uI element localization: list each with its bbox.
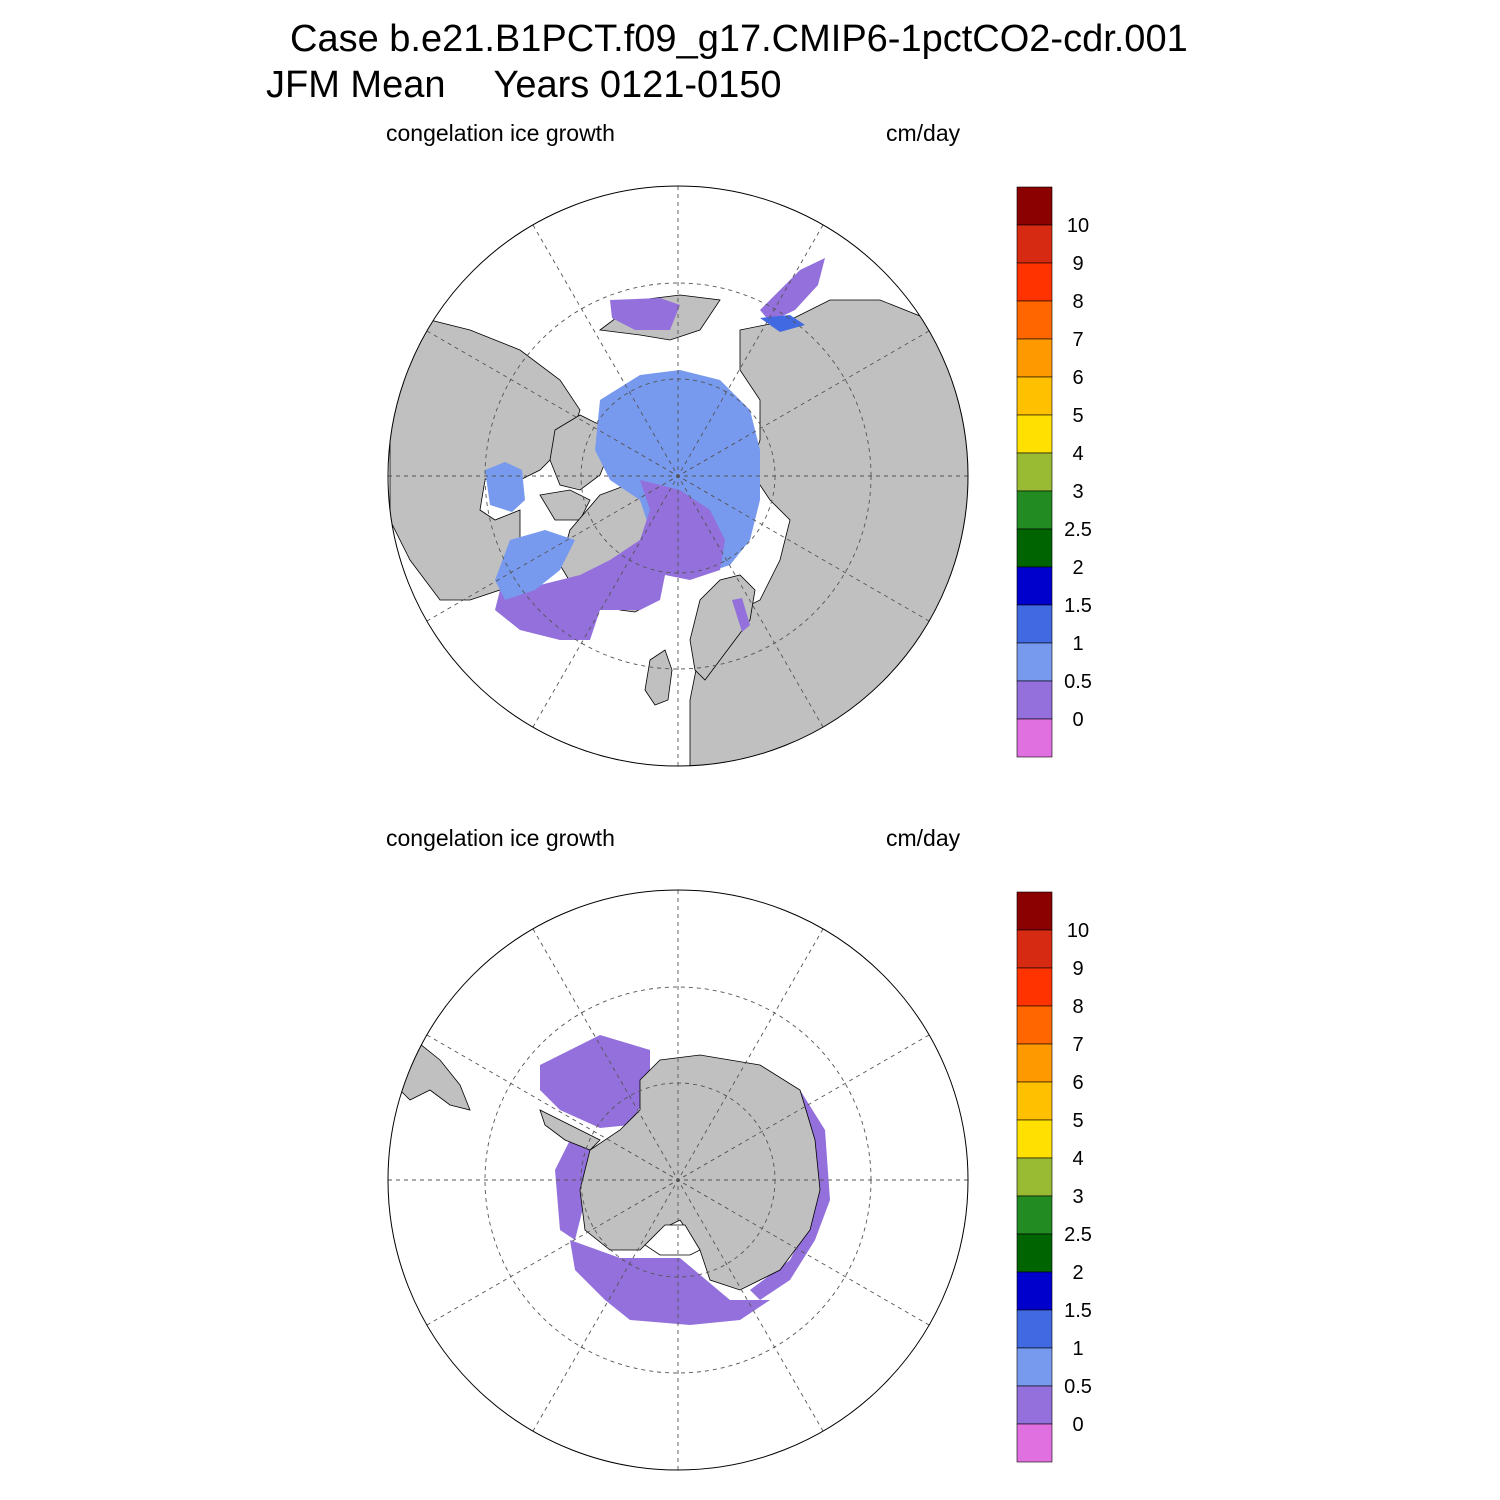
north-colorbar-box: [1016, 414, 1053, 454]
north-colorbar-tick-label: 1.5: [1064, 595, 1092, 617]
north-atlantic-marginal-ice: [495, 480, 725, 640]
north-graticule: [388, 186, 968, 766]
north-colorbar-box: [1016, 566, 1053, 606]
south-colorbar-tick-label: 10: [1067, 920, 1089, 942]
south-colorbar-tick-label: 6: [1072, 1072, 1083, 1094]
north-baltic-ice: [732, 598, 750, 632]
north-colorbar-tick-label: 8: [1072, 291, 1083, 313]
south-weddell-sea-ice: [540, 1035, 650, 1128]
south-colorbar-tick-label: 0: [1072, 1414, 1083, 1436]
north-colorbar-box: [1016, 300, 1053, 340]
south-colorbar-box: [1016, 1385, 1053, 1425]
south-colorbar-box: [1016, 1119, 1053, 1159]
north-map-border: [387, 185, 969, 767]
north-panel-variable-label: congelation ice growth: [386, 120, 615, 146]
south-east-coast-ice: [750, 1090, 830, 1300]
south-colorbar-tick-label: 7: [1072, 1034, 1083, 1056]
north-colorbar-box: [1016, 224, 1053, 264]
north-british-isles-land: [644, 649, 673, 706]
north-hudson-bay-ice: [485, 462, 525, 512]
north-colorbar-tick-label: 4: [1072, 443, 1083, 465]
south-colorbar-tick-label: 3: [1072, 1186, 1083, 1208]
south-colorbar-box: [1016, 1195, 1053, 1235]
south-panel-units-label: cm/day: [886, 825, 961, 851]
south-colorbar-box: [1016, 1157, 1053, 1197]
south-map-border: [387, 889, 969, 1471]
north-colorbar-box: [1016, 528, 1053, 568]
north-colorbar-tick-label: 10: [1067, 215, 1089, 237]
north-colorbar: 10 9 8 7 6 5 4 3 2.5 2 1.5 1 0.5 0: [1016, 186, 1092, 758]
south-colorbar-box: [1016, 1233, 1053, 1273]
south-colorbar-tick-label: 1: [1072, 1338, 1083, 1360]
south-colorbar-box: [1016, 1309, 1053, 1349]
north-colorbar-tick-label: 3: [1072, 481, 1083, 503]
figure-title-case: Case b.e21.B1PCT.f09_g17.CMIP6-1pctCO2-c…: [290, 18, 1188, 60]
north-okhotsk-coast-ice: [760, 315, 805, 332]
south-panel-variable-label: congelation ice growth: [386, 825, 615, 851]
south-colorbar-box: [1016, 1347, 1053, 1387]
south-colorbar-tick-label: 0.5: [1064, 1376, 1092, 1398]
north-colorbar-box: [1016, 642, 1053, 682]
south-colorbar-tick-label: 9: [1072, 958, 1083, 980]
north-okhotsk-ice: [760, 258, 825, 322]
south-colorbar-box: [1016, 967, 1053, 1007]
south-west-coast-ice: [555, 1140, 590, 1240]
north-colorbar-box: [1016, 376, 1053, 416]
south-colorbar-box: [1016, 1081, 1053, 1121]
north-central-arctic-ice: [595, 370, 760, 575]
north-colorbar-box: [1016, 262, 1053, 302]
south-ross-sea-ice: [570, 1240, 770, 1325]
north-colorbar-box: [1016, 186, 1053, 226]
south-colorbar-tick-label: 4: [1072, 1148, 1083, 1170]
north-polar-map: [387, 185, 969, 767]
south-colorbar-tick-label: 1.5: [1064, 1300, 1092, 1322]
north-colorbar-tick-label: 5: [1072, 405, 1083, 427]
south-graticule: [388, 890, 968, 1470]
south-colorbar-tick-label: 8: [1072, 996, 1083, 1018]
north-canadian-archipelago-land: [539, 414, 611, 521]
period-label: JFM Mean: [266, 64, 446, 106]
south-colorbar-box: [1016, 1271, 1053, 1311]
north-colorbar-box: [1016, 338, 1053, 378]
north-colorbar-box: [1016, 490, 1053, 530]
south-colorbar-box: [1016, 1005, 1053, 1045]
south-colorbar-box: [1016, 1043, 1053, 1083]
north-colorbar-tick-label: 0.5: [1064, 671, 1092, 693]
north-panel-units-label: cm/day: [886, 120, 961, 146]
south-antarctic-peninsula-land: [539, 1109, 601, 1151]
south-colorbar-tick-label: 2: [1072, 1262, 1083, 1284]
north-colorbar-box: [1016, 452, 1053, 492]
north-colorbar-tick-label: 2: [1072, 557, 1083, 579]
south-polar-map: [387, 889, 969, 1471]
north-colorbar-tick-label: 6: [1072, 367, 1083, 389]
figure-title-period: JFM Mean Years 0121-0150: [266, 64, 782, 107]
south-colorbar-tick-label: 5: [1072, 1110, 1083, 1132]
north-colorbar-tick-label: 9: [1072, 253, 1083, 275]
north-colorbar-tick-label: 7: [1072, 329, 1083, 351]
years-label: Years 0121-0150: [493, 64, 782, 106]
north-colorbar-tick-label: 1: [1072, 633, 1083, 655]
south-colorbar-box: [1016, 1423, 1053, 1463]
north-colorbar-box: [1016, 604, 1053, 644]
north-colorbar-tick-label: 0: [1072, 709, 1083, 731]
south-ross-ice-shelf: [644, 1224, 701, 1256]
north-bering-sea-ice: [610, 298, 680, 330]
south-colorbar-box: [1016, 891, 1053, 931]
north-colorbar-tick-label: 2.5: [1064, 519, 1092, 541]
south-colorbar-tick-label: 2.5: [1064, 1224, 1092, 1246]
south-colorbar: 10 9 8 7 6 5 4 3 2.5 2 1.5 1 0.5 0: [1016, 891, 1092, 1463]
south-antarctica-land: [579, 1054, 821, 1291]
south-colorbar-box: [1016, 929, 1053, 969]
north-colorbar-box: [1016, 680, 1053, 720]
north-colorbar-box: [1016, 718, 1053, 758]
